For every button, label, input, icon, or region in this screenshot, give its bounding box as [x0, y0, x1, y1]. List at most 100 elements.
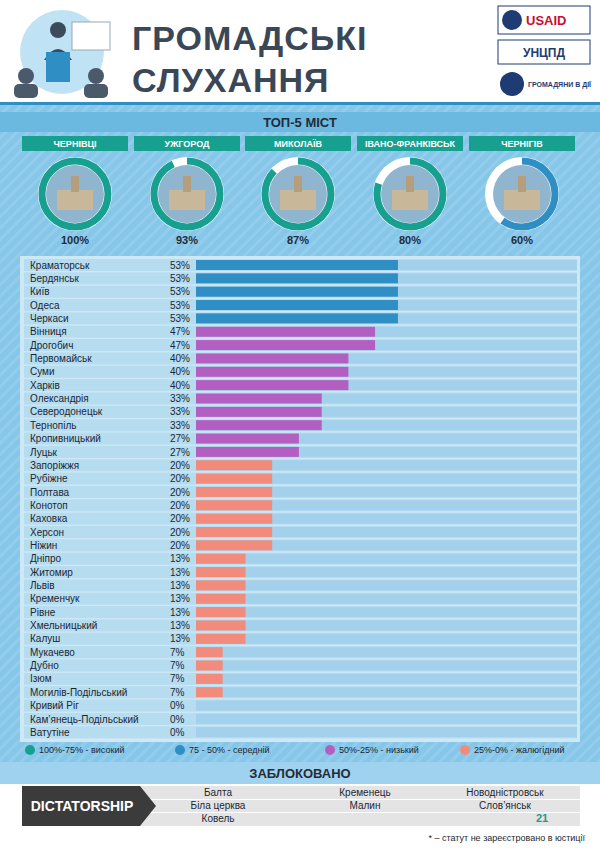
bar-track — [196, 367, 577, 377]
bar-track — [196, 327, 577, 337]
value-label: 13% — [170, 633, 190, 644]
row-band — [24, 393, 577, 405]
city-label: Черкаси — [30, 313, 69, 324]
city-tab — [357, 136, 463, 151]
logo-text: УНЦПД — [523, 46, 566, 60]
legend-label: 50%-25% - низький — [339, 745, 419, 755]
bar — [196, 567, 246, 577]
bar — [196, 527, 272, 537]
blocked-city: Малин — [350, 800, 381, 811]
city-label: Краматорськ — [30, 260, 90, 271]
row-band — [24, 526, 577, 538]
value-label: 40% — [170, 353, 190, 364]
row-band — [24, 352, 577, 364]
bar — [196, 540, 272, 550]
bar-labels: Краматорськ53%Бердянськ53%Київ53%Одеса53… — [30, 260, 190, 738]
city-tab — [22, 136, 128, 151]
value-label: 20% — [170, 527, 190, 538]
top5-city: ІВАНО-ФРАНКІВСЬК80% — [357, 136, 463, 246]
bar — [196, 300, 398, 310]
bar — [196, 447, 299, 457]
bar — [196, 580, 246, 590]
value-label: 7% — [170, 687, 185, 698]
blocked-city: Ковель — [202, 813, 235, 824]
bar — [196, 407, 322, 417]
city-photo-building — [169, 190, 205, 210]
row-band — [24, 312, 577, 324]
city-label: Рівне — [30, 607, 56, 618]
legend-item: 100%-75% - високий — [25, 745, 124, 755]
row-band — [24, 566, 577, 578]
city-label: Ніжин — [30, 540, 57, 551]
bar-track — [196, 420, 577, 430]
legend-swatch — [325, 745, 335, 755]
value-label: 40% — [170, 380, 190, 391]
city-label: Харків — [30, 380, 60, 391]
bar-track — [196, 313, 577, 323]
city-photo — [381, 165, 439, 223]
city-label: Конотоп — [30, 500, 68, 511]
value-label: 40% — [170, 366, 190, 377]
bar — [196, 287, 398, 297]
city-label: Суми — [30, 366, 55, 377]
header-rule — [0, 102, 600, 105]
bar-track — [196, 527, 577, 537]
row-band — [24, 619, 577, 631]
bar — [196, 674, 223, 684]
bar-track — [196, 540, 577, 550]
city-tab — [134, 136, 240, 151]
city-label: Львів — [30, 580, 55, 591]
row-band — [24, 286, 577, 298]
city-label: Вінниця — [30, 326, 67, 337]
value-label: 53% — [170, 300, 190, 311]
blocked-city: Слов’янськ — [479, 800, 531, 811]
page: ГРОМАДСЬКІСЛУХАННЯUSAIDУНЦПДГРОМАДЯНИ В … — [0, 0, 600, 848]
bar-track — [196, 620, 577, 630]
bar — [196, 420, 322, 430]
legend-label: 100%-75% - високий — [39, 745, 124, 755]
city-name: МИКОЛАЇВ — [274, 139, 323, 149]
row-band — [24, 499, 577, 511]
row-band — [24, 513, 577, 525]
city-label: Київ — [30, 286, 50, 297]
bar — [196, 474, 272, 484]
value-label: 53% — [170, 260, 190, 271]
bar — [196, 727, 197, 737]
bar — [196, 327, 375, 337]
city-label: Ватутіне — [30, 727, 70, 738]
legend-item: 50%-25% - низький — [325, 745, 419, 755]
bar — [196, 380, 348, 390]
bar — [196, 607, 246, 617]
value-label: 27% — [170, 433, 190, 444]
city-label: Луцьк — [30, 447, 58, 458]
bar-track — [196, 554, 577, 564]
value-label: 13% — [170, 567, 190, 578]
bar — [196, 647, 223, 657]
ring-label: 60% — [511, 234, 533, 246]
ring-arc — [377, 161, 443, 227]
bar — [196, 434, 299, 444]
bar — [196, 353, 348, 363]
value-label: 20% — [170, 487, 190, 498]
city-label: Тернопіль — [30, 420, 76, 431]
bar-track — [196, 674, 577, 684]
bar-panel — [20, 256, 580, 742]
blocked-label: DICTATORSHIP — [31, 798, 134, 814]
listener-body — [84, 84, 108, 98]
city-photo-tower — [294, 176, 302, 192]
bar-track — [196, 487, 577, 497]
city-label: Ізюм — [30, 673, 52, 684]
row-band — [24, 686, 577, 698]
legend-swatch — [25, 745, 35, 755]
city-label: Первомайськ — [30, 353, 92, 364]
city-label: Дубно — [30, 660, 59, 671]
background — [0, 0, 600, 848]
bar-track — [196, 460, 577, 470]
listener-head — [18, 68, 34, 84]
value-label: 33% — [170, 393, 190, 404]
city-label: Дніпро — [30, 553, 61, 564]
bar — [196, 634, 246, 644]
value-label: 7% — [170, 673, 185, 684]
value-label: 53% — [170, 313, 190, 324]
blocked-panel — [22, 786, 580, 826]
